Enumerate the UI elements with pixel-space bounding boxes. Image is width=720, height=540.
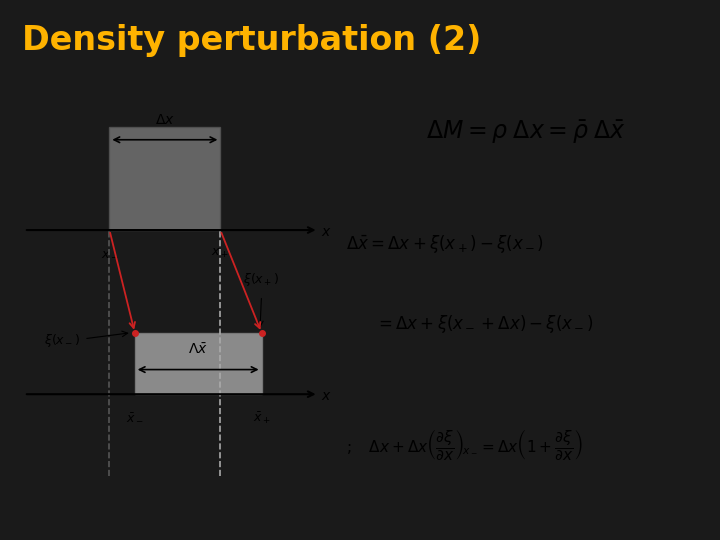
Text: $= \Delta x + \xi(x_- + \Delta x) - \xi(x_-)$: $= \Delta x + \xi(x_- + \Delta x) - \xi(… <box>375 313 593 335</box>
Text: $\bar{x}_+$: $\bar{x}_+$ <box>253 410 271 426</box>
Text: $x_-$: $x_-$ <box>101 246 118 259</box>
Bar <box>109 127 220 230</box>
Text: $\Delta x$: $\Delta x$ <box>155 113 175 127</box>
Text: Density perturbation (2): Density perturbation (2) <box>22 24 481 57</box>
Text: $\xi(x_+)$: $\xi(x_+)$ <box>243 271 279 288</box>
Text: $\bar{x}_-$: $\bar{x}_-$ <box>126 410 144 423</box>
Text: $x$: $x$ <box>321 225 332 239</box>
Text: $x$: $x$ <box>321 389 332 403</box>
Text: $\xi(x_-)$: $\xi(x_-)$ <box>44 332 80 349</box>
Text: $x_+$: $x_+$ <box>212 246 229 260</box>
Bar <box>135 333 261 394</box>
Text: $\Delta \bar{x} = \Delta x + \xi(x_+) - \xi(x_-)$: $\Delta \bar{x} = \Delta x + \xi(x_+) - … <box>346 233 544 255</box>
Text: $;\quad \Delta x + \Delta x \left(\dfrac{\partial \xi}{\partial x}\right)_{\!x_-: $;\quad \Delta x + \Delta x \left(\dfrac… <box>346 427 582 462</box>
Text: $\Delta M = \rho \; \Delta x = \bar{\rho} \; \Delta \bar{x}$: $\Delta M = \rho \; \Delta x = \bar{\rho… <box>426 118 626 146</box>
Text: $\Lambda\bar{x}$: $\Lambda\bar{x}$ <box>188 342 208 357</box>
